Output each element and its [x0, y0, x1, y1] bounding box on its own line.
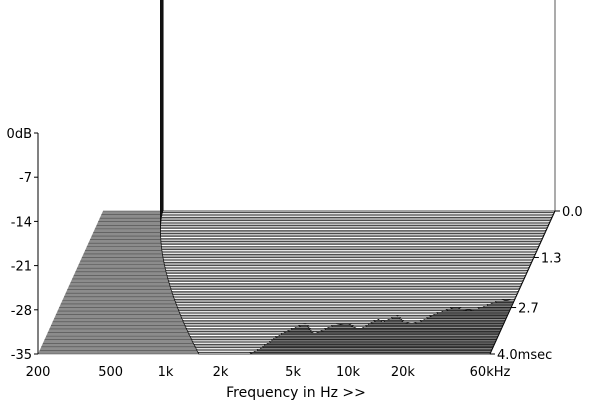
- z-tick-label: 4.0msec: [497, 348, 552, 363]
- y-tick-labels: 0dB -7 -14 -21 -28 -35: [7, 127, 38, 363]
- decay-slices: [160, 0, 556, 355]
- y-tick-label: 0dB: [7, 127, 32, 142]
- x-axis-label: Frequency in Hz >>: [226, 385, 366, 401]
- z-tick-labels: 0.0 1.3 2.7 4.0msec: [490, 205, 583, 363]
- y-tick-label: -35: [11, 348, 32, 363]
- x-tick-label: 20k: [391, 365, 416, 380]
- x-tick-label: 200: [26, 365, 51, 380]
- x-tick-label: 500: [98, 365, 123, 380]
- x-tick-labels: 200 500 1k 2k 5k 10k 20k 60kHz: [26, 365, 511, 380]
- x-tick-label: 10k: [336, 365, 361, 380]
- z-tick-label: 2.7: [518, 302, 539, 317]
- y-tick-label: -14: [11, 215, 32, 230]
- z-tick-label: 1.3: [541, 251, 562, 266]
- y-tick-label: -7: [19, 171, 32, 186]
- y-tick-label: -28: [11, 304, 32, 319]
- z-tick-label: 0.0: [562, 205, 583, 220]
- x-tick-label: 2k: [213, 365, 229, 380]
- y-tick-label: -21: [11, 260, 32, 275]
- x-tick-label: 60kHz: [470, 365, 511, 380]
- decay-slice: [162, 0, 556, 212]
- x-tick-label: 5k: [285, 365, 301, 380]
- x-tick-label: 1k: [158, 365, 174, 380]
